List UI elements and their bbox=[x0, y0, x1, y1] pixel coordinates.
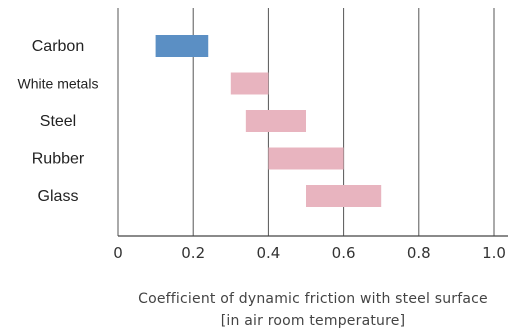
category-label: Carbon bbox=[32, 38, 84, 55]
x-axis-label-line2: [in air room temperature] bbox=[221, 313, 405, 329]
x-tick-label: 0.4 bbox=[256, 244, 280, 262]
x-tick-label: 0.2 bbox=[181, 244, 205, 262]
range-bar-carbon bbox=[155, 35, 209, 57]
range-bar-white-metals bbox=[230, 72, 269, 95]
range-bar-rubber bbox=[268, 147, 344, 170]
x-axis-label: Coefficient of dynamic friction with ste… bbox=[138, 291, 488, 307]
x-tick-label: 0.8 bbox=[407, 244, 431, 262]
category-label: Glass bbox=[38, 188, 79, 205]
x-tick-label: 0 bbox=[113, 244, 123, 262]
category-label: Steel bbox=[40, 113, 76, 130]
category-label: White metals bbox=[18, 76, 99, 92]
range-bar-steel bbox=[245, 110, 306, 132]
category-label: Rubber bbox=[32, 151, 85, 168]
x-tick-label: 0.6 bbox=[332, 244, 356, 262]
x-tick-labels: 0 0.2 0.4 0.6 0.8 1.0 bbox=[113, 244, 506, 262]
category-labels: Carbon White metals Steel Rubber Glass bbox=[18, 38, 99, 205]
range-bar-glass bbox=[306, 185, 382, 207]
x-tick-label: 1.0 bbox=[482, 244, 506, 262]
range-bars bbox=[155, 35, 382, 207]
